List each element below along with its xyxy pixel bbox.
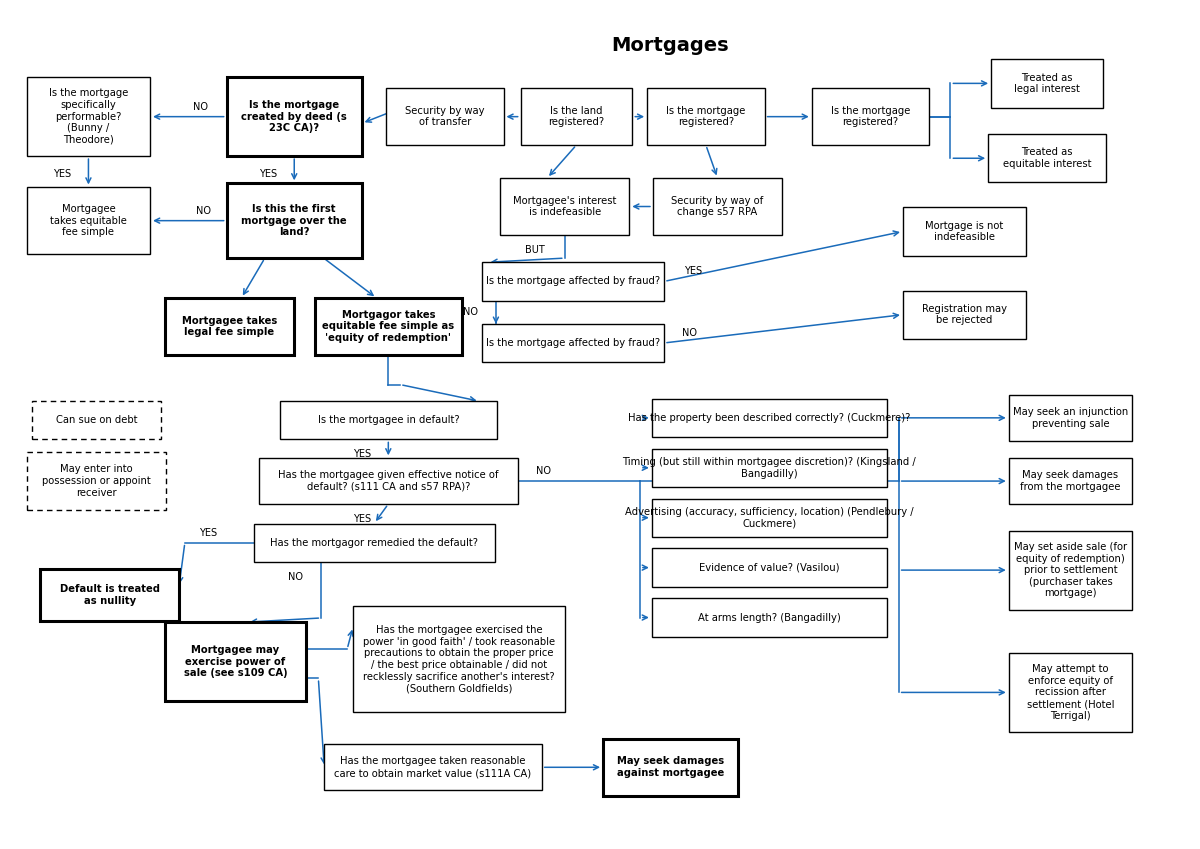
Text: YES: YES [684, 267, 702, 277]
FancyBboxPatch shape [902, 290, 1026, 339]
Text: May set aside sale (for
equity of redemption)
prior to settlement
(purchaser tak: May set aside sale (for equity of redemp… [1014, 542, 1127, 599]
Text: NO: NO [193, 102, 209, 112]
Text: Is this the first
mortgage over the
land?: Is this the first mortgage over the land… [241, 204, 347, 237]
Text: Mortgagee may
exercise power of
sale (see s109 CA): Mortgagee may exercise power of sale (se… [184, 645, 287, 678]
Text: Is the mortgage
specifically
performable?
(Bunny /
Theodore): Is the mortgage specifically performable… [49, 88, 128, 145]
Text: At arms length? (Bangadilly): At arms length? (Bangadilly) [698, 612, 841, 622]
FancyBboxPatch shape [482, 262, 664, 301]
Text: May seek damages
against mortgagee: May seek damages against mortgagee [617, 756, 724, 778]
FancyBboxPatch shape [1009, 458, 1132, 504]
Text: May seek damages
from the mortgagee: May seek damages from the mortgagee [1020, 470, 1121, 492]
FancyBboxPatch shape [280, 402, 497, 440]
Text: NO: NO [683, 328, 697, 338]
Text: May enter into
possession or appoint
receiver: May enter into possession or appoint rec… [42, 464, 151, 498]
FancyBboxPatch shape [653, 178, 782, 235]
FancyBboxPatch shape [32, 402, 161, 440]
Text: Mortgage is not
indefeasible: Mortgage is not indefeasible [925, 221, 1003, 242]
Text: YES: YES [353, 514, 372, 524]
FancyBboxPatch shape [902, 207, 1026, 256]
FancyBboxPatch shape [988, 134, 1105, 183]
FancyBboxPatch shape [991, 59, 1103, 108]
FancyBboxPatch shape [26, 188, 150, 254]
Text: YES: YES [353, 449, 372, 459]
FancyBboxPatch shape [1009, 395, 1132, 441]
Text: NO: NO [462, 307, 478, 318]
Text: Registration may
be rejected: Registration may be rejected [922, 304, 1007, 325]
Text: Mortgagee takes
legal fee simple: Mortgagee takes legal fee simple [182, 316, 277, 337]
Text: Timing (but still within mortgagee discretion)? (Kingsland /
Bangadilly): Timing (but still within mortgagee discr… [623, 457, 917, 479]
Text: Mortgagor takes
equitable fee simple as
'equity of redemption': Mortgagor takes equitable fee simple as … [323, 310, 455, 343]
Text: Is the mortgage
registered?: Is the mortgage registered? [666, 106, 745, 127]
Text: Is the land
registered?: Is the land registered? [548, 106, 605, 127]
Text: Treated as
equitable interest: Treated as equitable interest [1003, 148, 1091, 169]
FancyBboxPatch shape [482, 323, 664, 363]
Text: YES: YES [54, 170, 72, 179]
Text: Can sue on debt: Can sue on debt [56, 415, 138, 425]
FancyBboxPatch shape [164, 298, 294, 355]
FancyBboxPatch shape [28, 452, 166, 510]
Text: Is the mortgage affected by fraud?: Is the mortgage affected by fraud? [486, 338, 660, 348]
FancyBboxPatch shape [253, 524, 494, 562]
FancyBboxPatch shape [652, 399, 887, 437]
FancyBboxPatch shape [652, 448, 887, 487]
Text: Is the mortgage
registered?: Is the mortgage registered? [830, 106, 910, 127]
Text: Default is treated
as nullity: Default is treated as nullity [60, 584, 160, 606]
FancyBboxPatch shape [386, 88, 504, 145]
FancyBboxPatch shape [164, 622, 306, 701]
Text: Mortgagee
takes equitable
fee simple: Mortgagee takes equitable fee simple [50, 204, 127, 237]
FancyBboxPatch shape [652, 548, 887, 587]
FancyBboxPatch shape [353, 606, 565, 712]
Text: Evidence of value? (Vasilou): Evidence of value? (Vasilou) [700, 563, 840, 572]
FancyBboxPatch shape [521, 88, 632, 145]
FancyBboxPatch shape [811, 88, 929, 145]
FancyBboxPatch shape [227, 183, 362, 258]
FancyBboxPatch shape [324, 745, 541, 790]
FancyBboxPatch shape [41, 570, 179, 621]
FancyBboxPatch shape [227, 77, 362, 156]
FancyBboxPatch shape [259, 458, 517, 504]
Text: NO: NO [196, 205, 211, 216]
Text: Is the mortgagee in default?: Is the mortgagee in default? [318, 415, 460, 425]
FancyBboxPatch shape [26, 77, 150, 156]
Text: Has the mortgagee given effective notice of
default? (s111 CA and s57 RPA)?: Has the mortgagee given effective notice… [278, 470, 498, 492]
Text: NO: NO [536, 466, 551, 476]
FancyBboxPatch shape [652, 599, 887, 637]
Text: Security by way of
change s57 RPA: Security by way of change s57 RPA [672, 196, 763, 217]
Text: Mortgagee's interest
is indefeasible: Mortgagee's interest is indefeasible [514, 196, 617, 217]
Text: Is the mortgage affected by fraud?: Is the mortgage affected by fraud? [486, 277, 660, 286]
Text: Advertising (accuracy, sufficiency, location) (Pendlebury /
Cuckmere): Advertising (accuracy, sufficiency, loca… [625, 507, 913, 528]
FancyBboxPatch shape [1009, 653, 1132, 732]
Text: Has the mortgagee taken reasonable
care to obtain market value (s111A CA): Has the mortgagee taken reasonable care … [335, 756, 532, 778]
Text: Security by way
of transfer: Security by way of transfer [406, 106, 485, 127]
Text: Mortgages: Mortgages [612, 37, 730, 55]
FancyBboxPatch shape [500, 178, 629, 235]
FancyBboxPatch shape [1009, 531, 1132, 610]
Text: YES: YES [259, 170, 277, 179]
Text: Has the property been described correctly? (Cuckmere)?: Has the property been described correctl… [628, 413, 911, 423]
Text: May attempt to
enforce equity of
recission after
settlement (Hotel
Terrigal): May attempt to enforce equity of recissi… [1027, 664, 1114, 721]
Text: Has the mortgagor remedied the default?: Has the mortgagor remedied the default? [270, 537, 479, 548]
FancyBboxPatch shape [314, 298, 462, 355]
Text: Treated as
legal interest: Treated as legal interest [1014, 72, 1080, 94]
Text: Has the mortgagee exercised the
power 'in good faith' / took reasonable
precauti: Has the mortgagee exercised the power 'i… [362, 625, 554, 693]
FancyBboxPatch shape [602, 739, 738, 796]
FancyBboxPatch shape [647, 88, 764, 145]
FancyBboxPatch shape [652, 498, 887, 537]
Text: May seek an injunction
preventing sale: May seek an injunction preventing sale [1013, 407, 1128, 429]
Text: BUT: BUT [526, 245, 545, 255]
Text: YES: YES [199, 528, 217, 537]
Text: NO: NO [288, 571, 302, 582]
Text: Is the mortgage
created by deed (s
23C CA)?: Is the mortgage created by deed (s 23C C… [241, 100, 347, 133]
